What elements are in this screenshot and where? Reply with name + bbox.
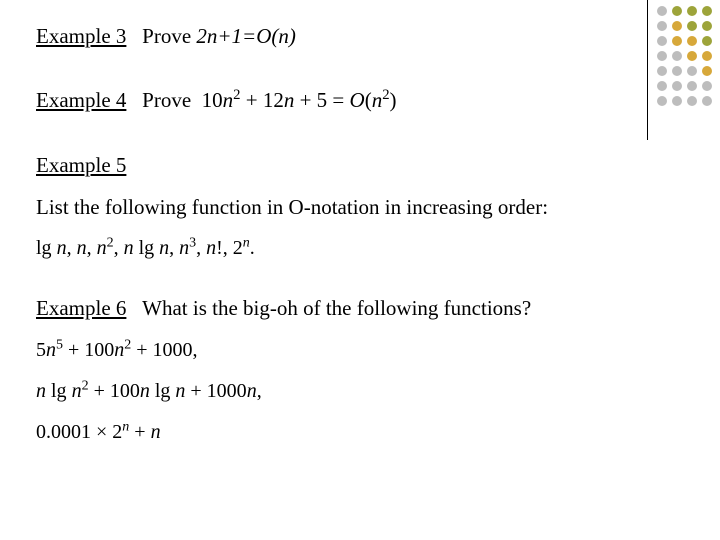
example-5-label-line: Example 5: [36, 151, 684, 179]
example-6-header: Example 6 What is the big-oh of the foll…: [36, 294, 684, 322]
example-6-f2: n lg n2 + 100n lg n + 1000n,: [36, 378, 684, 405]
example-4-expr: 10n2 + 12n + 5 = O(n2): [202, 88, 397, 112]
example-4-line: Example 4 Prove 10n2 + 12n + 5 = O(n2): [36, 86, 684, 114]
example-3-prove: Prove: [142, 24, 191, 48]
example-6-f3: 0.0001 × 2n + n: [36, 419, 684, 446]
example-5-label: Example 5: [36, 153, 126, 177]
example-5-prompt-text: List the following function in O-notatio…: [36, 195, 548, 219]
example-6-question: What is the big-oh of the following func…: [142, 296, 531, 320]
example-3-line: Example 3 Prove 2n+1=O(n): [36, 22, 684, 50]
example-6-label: Example 6: [36, 296, 126, 320]
example-6-f1: 5n5 + 100n2 + 1000,: [36, 337, 684, 364]
slide-content: Example 3 Prove 2n+1=O(n) Example 4 Prov…: [0, 0, 720, 482]
example-5-prompt: List the following function in O-notatio…: [36, 193, 684, 221]
example-3-expr: 2n+1=O(n): [196, 24, 296, 48]
example-4-prove: Prove: [142, 88, 191, 112]
example-5-functions: lg n, n, n2, n lg n, n3, n!, 2n.: [36, 235, 684, 262]
example-4-label: Example 4: [36, 88, 126, 112]
example-3-label: Example 3: [36, 24, 126, 48]
